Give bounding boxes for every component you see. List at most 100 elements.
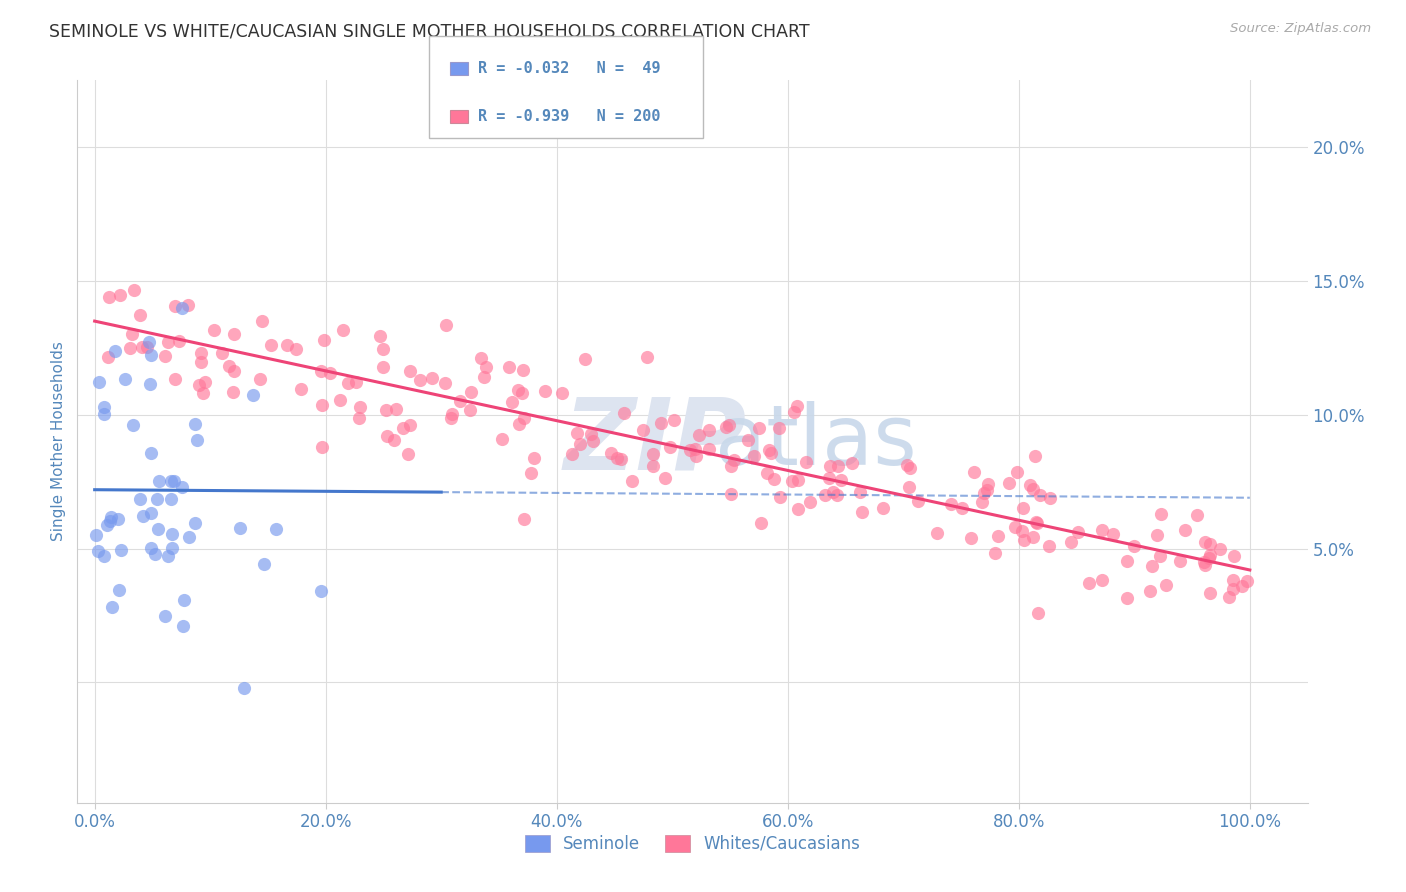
Point — [1209, 541, 1232, 556]
Point — [100, 509, 122, 524]
Point — [609, 452, 631, 467]
Point — [579, 427, 602, 442]
Point — [636, 350, 658, 364]
Point — [1025, 516, 1047, 531]
Point — [242, 388, 264, 402]
Point — [138, 335, 160, 350]
Point — [186, 433, 208, 447]
Point — [723, 453, 745, 467]
Point — [1011, 524, 1033, 538]
Point — [794, 455, 817, 469]
Point — [1199, 537, 1222, 551]
Point — [141, 445, 163, 459]
Point — [818, 458, 841, 473]
Point — [972, 495, 994, 509]
Point — [194, 375, 217, 389]
Point — [107, 583, 129, 598]
Point — [110, 542, 132, 557]
Point — [1038, 540, 1060, 554]
Point — [160, 526, 183, 541]
Point — [927, 526, 949, 541]
Point — [1091, 573, 1114, 587]
Point — [814, 488, 837, 502]
Point — [664, 413, 686, 427]
Point — [1024, 449, 1046, 463]
Point — [1116, 554, 1139, 568]
Point — [963, 465, 986, 479]
Point — [121, 417, 143, 432]
Point — [769, 490, 792, 504]
Point — [1029, 488, 1052, 502]
Point — [449, 394, 471, 409]
Point — [96, 517, 118, 532]
Point — [229, 521, 252, 535]
Point — [260, 338, 283, 352]
Point — [1101, 526, 1123, 541]
Point — [131, 340, 153, 354]
Point — [408, 373, 430, 387]
Point — [1139, 584, 1161, 599]
Point — [148, 474, 170, 488]
Point — [1025, 516, 1047, 530]
Point — [122, 284, 145, 298]
Point — [977, 477, 1000, 491]
Point — [1067, 524, 1090, 539]
Point — [513, 512, 536, 526]
Point — [110, 287, 132, 301]
Point — [737, 433, 759, 447]
Point — [396, 447, 419, 461]
Point — [1142, 559, 1164, 574]
Point — [97, 290, 120, 304]
Point — [787, 502, 810, 516]
Point — [533, 384, 555, 399]
Point — [132, 508, 155, 523]
Point — [374, 402, 396, 417]
Point — [349, 400, 371, 414]
Point — [827, 458, 849, 473]
Point — [907, 493, 929, 508]
Point — [643, 446, 665, 460]
Point — [211, 345, 233, 359]
Point — [512, 363, 534, 377]
Point — [114, 372, 136, 386]
Point — [172, 619, 194, 633]
Point — [318, 367, 340, 381]
Point — [143, 547, 166, 561]
Point — [783, 405, 806, 419]
Point — [329, 393, 352, 408]
Point — [1039, 491, 1062, 506]
Point — [976, 483, 998, 498]
Point — [717, 418, 740, 433]
Point — [1005, 466, 1028, 480]
Point — [1022, 482, 1045, 496]
Point — [382, 434, 405, 448]
Point — [565, 426, 588, 441]
Point — [311, 398, 333, 412]
Point — [1185, 508, 1208, 522]
Point — [749, 516, 772, 530]
Point — [1198, 586, 1220, 600]
Point — [157, 549, 180, 563]
Point — [1222, 573, 1244, 587]
Point — [84, 528, 107, 542]
Point — [139, 506, 162, 520]
Point — [501, 395, 523, 409]
Point — [851, 505, 873, 519]
Point — [1194, 535, 1216, 549]
Point — [1149, 549, 1171, 563]
Point — [959, 531, 981, 545]
Point — [613, 406, 636, 420]
Point — [786, 473, 808, 487]
Text: atlas: atlas — [714, 401, 917, 482]
Point — [183, 417, 205, 432]
Point — [87, 543, 110, 558]
Point — [89, 376, 111, 390]
Point — [1198, 550, 1220, 565]
Point — [399, 417, 422, 432]
Point — [141, 541, 163, 556]
Point — [276, 338, 298, 352]
Point — [759, 446, 782, 460]
Point — [1115, 591, 1137, 606]
Point — [1011, 500, 1033, 515]
Point — [173, 593, 195, 607]
